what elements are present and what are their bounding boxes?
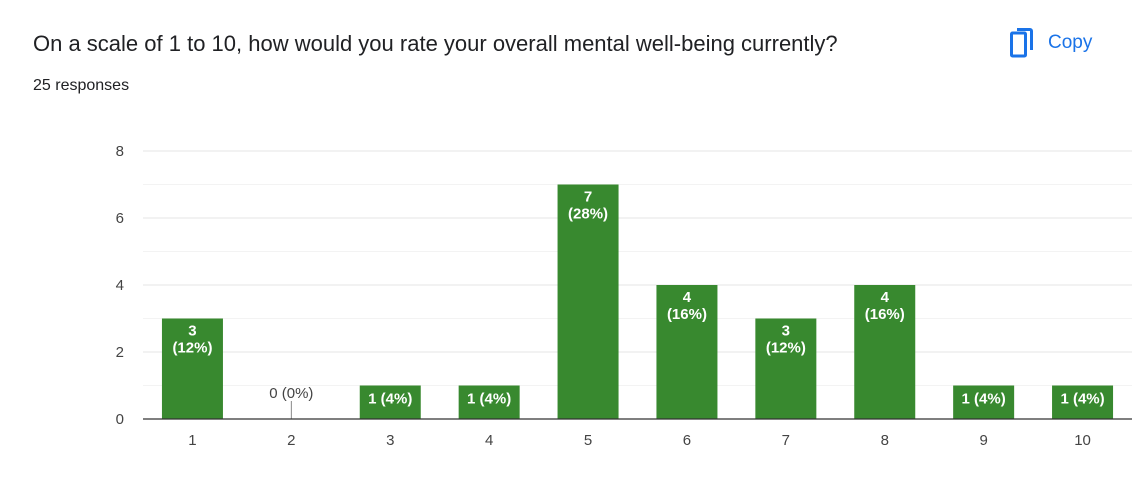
bar-data-label: 3 (12%) (766, 323, 806, 357)
y-tick-label: 0 (116, 411, 124, 428)
bar (359, 385, 421, 419)
bar-data-label: 1 (4%) (1060, 391, 1104, 408)
bar (161, 318, 223, 419)
x-tick-label: 1 (188, 432, 196, 449)
response-count: 25 responses (33, 77, 130, 94)
x-tick-label: 3 (386, 432, 394, 449)
y-tick-label: 6 (116, 210, 124, 227)
bar-data-label: 4 (16%) (667, 289, 707, 323)
x-tick-label: 10 (1074, 432, 1091, 449)
copy-label: Copy (1048, 32, 1093, 53)
bar (656, 285, 718, 419)
bar-data-label: 3 (12%) (172, 323, 212, 357)
bar (755, 318, 817, 419)
bar (953, 385, 1015, 419)
bar (557, 184, 619, 419)
bar-data-label: 4 (16%) (865, 289, 905, 323)
bar-data-label: 7 (28%) (568, 189, 608, 223)
copy-button[interactable]: Copy (1006, 26, 1096, 60)
x-tick-label: 8 (881, 432, 889, 449)
x-tick-label: 4 (485, 432, 493, 449)
x-tick-label: 2 (287, 432, 295, 449)
y-tick-label: 8 (116, 143, 124, 160)
bar (1052, 385, 1114, 419)
bar-data-label: 1 (4%) (368, 391, 412, 408)
x-tick-label: 9 (979, 432, 987, 449)
y-tick-label: 2 (116, 344, 124, 361)
x-tick-label: 6 (683, 432, 691, 449)
bar-data-label: 0 (0%) (269, 385, 313, 402)
question-title: On a scale of 1 to 10, how would you rat… (33, 31, 838, 56)
x-tick-label: 7 (782, 432, 790, 449)
bar (854, 285, 916, 419)
x-tick-label: 5 (584, 432, 592, 449)
y-tick-label: 4 (116, 277, 124, 294)
bar-data-label: 1 (4%) (467, 391, 511, 408)
bar-data-label: 1 (4%) (962, 391, 1006, 408)
bar (458, 385, 520, 419)
copy-icon (1010, 28, 1033, 58)
